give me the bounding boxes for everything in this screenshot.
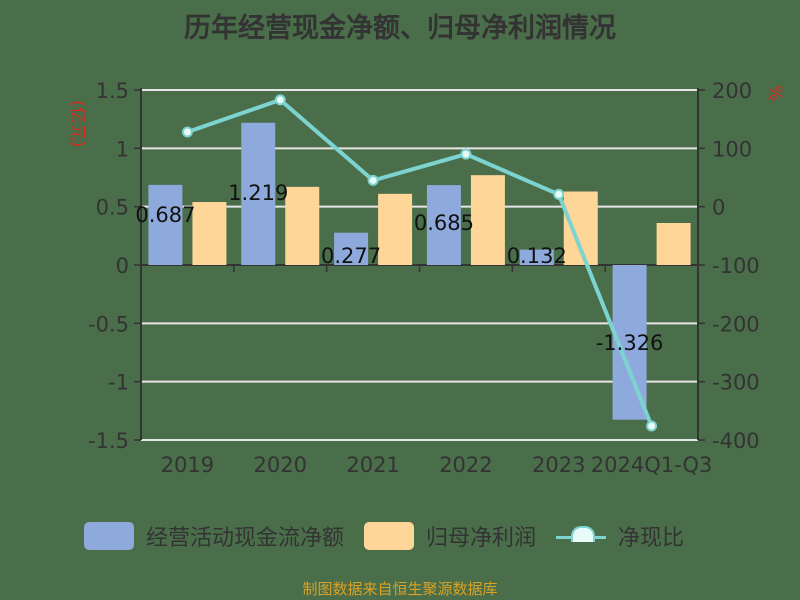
y-tick-label: -1.5: [88, 429, 129, 453]
bar-data-label: -1.326: [596, 331, 664, 355]
x-tick-label: 2020: [254, 453, 307, 477]
chart-title: 历年经营现金净额、归母净利润情况: [184, 13, 616, 44]
line-point[interactable]: [460, 148, 472, 160]
y2-tick-label: 0: [712, 196, 725, 220]
y2-tick-label: -300: [712, 371, 760, 395]
bar-cashflow[interactable]: [426, 185, 461, 265]
y2-tick-label: -100: [712, 254, 760, 278]
line-point[interactable]: [646, 420, 658, 432]
bar-data-label: 1.219: [228, 181, 288, 205]
bar-net-profit[interactable]: [656, 223, 691, 265]
x-tick-label: 2022: [439, 453, 492, 477]
y-tick-label: 0.5: [96, 196, 129, 220]
legend-label: 净现比: [618, 526, 685, 551]
legend-line-marker-icon: [556, 522, 607, 550]
y2-tick-label: 200: [712, 79, 752, 103]
legend-item-ratio[interactable]: 净现比: [556, 520, 684, 552]
bar-net-profit[interactable]: [378, 193, 413, 265]
legend-item-net-profit[interactable]: 归母净利润: [364, 520, 536, 552]
bar-data-label: 0.277: [321, 244, 381, 268]
y2-tick-label: -400: [712, 429, 760, 453]
bar-data-label: 0.685: [414, 211, 474, 235]
x-tick-label: 2019: [161, 453, 214, 477]
line-point[interactable]: [553, 188, 565, 200]
legend-swatch-blue: [84, 522, 134, 550]
line-ratio: [186, 97, 654, 427]
legend-swatch-orange: [364, 522, 415, 550]
legend-item-cashflow[interactable]: 经营活动现金流净额: [84, 520, 344, 552]
left-axis-unit: (亿元): [67, 100, 87, 147]
y-tick-label: 1: [116, 137, 129, 161]
y-tick-label: 0: [116, 254, 129, 278]
line-point[interactable]: [181, 126, 193, 138]
y-tick-label: 1.5: [96, 79, 129, 103]
x-tick-label: 2024Q1-Q3: [591, 453, 713, 477]
bar-net-profit[interactable]: [470, 175, 505, 265]
y-tick-label: -0.5: [88, 312, 129, 336]
x-tick-label: 2021: [346, 453, 399, 477]
bar-data-label: 0.687: [135, 203, 195, 227]
bar-cashflow[interactable]: [148, 184, 183, 265]
x-tick-label: 2023: [532, 453, 585, 477]
bar-cashflow[interactable]: [334, 232, 369, 265]
right-axis-unit: %: [765, 85, 785, 101]
line-point[interactable]: [367, 174, 379, 186]
bar-cashflow[interactable]: [241, 122, 276, 266]
bar-cashflow[interactable]: [519, 249, 554, 265]
bar-data-label: 0.132: [507, 244, 567, 268]
data-source-note: 制图数据来自恒生聚源数据库: [302, 580, 498, 598]
bar-net-profit[interactable]: [285, 186, 320, 265]
legend-label: 归母净利润: [426, 526, 537, 551]
legend-label: 经营活动现金流净额: [146, 526, 345, 551]
bar-net-profit[interactable]: [192, 202, 227, 265]
chart-legend: 经营活动现金流净额 归母净利润 净现比: [84, 520, 704, 552]
y2-tick-label: 100: [712, 137, 752, 161]
y-tick-label: -1: [108, 371, 129, 395]
line-point[interactable]: [274, 94, 286, 106]
y2-tick-label: -200: [712, 312, 760, 336]
